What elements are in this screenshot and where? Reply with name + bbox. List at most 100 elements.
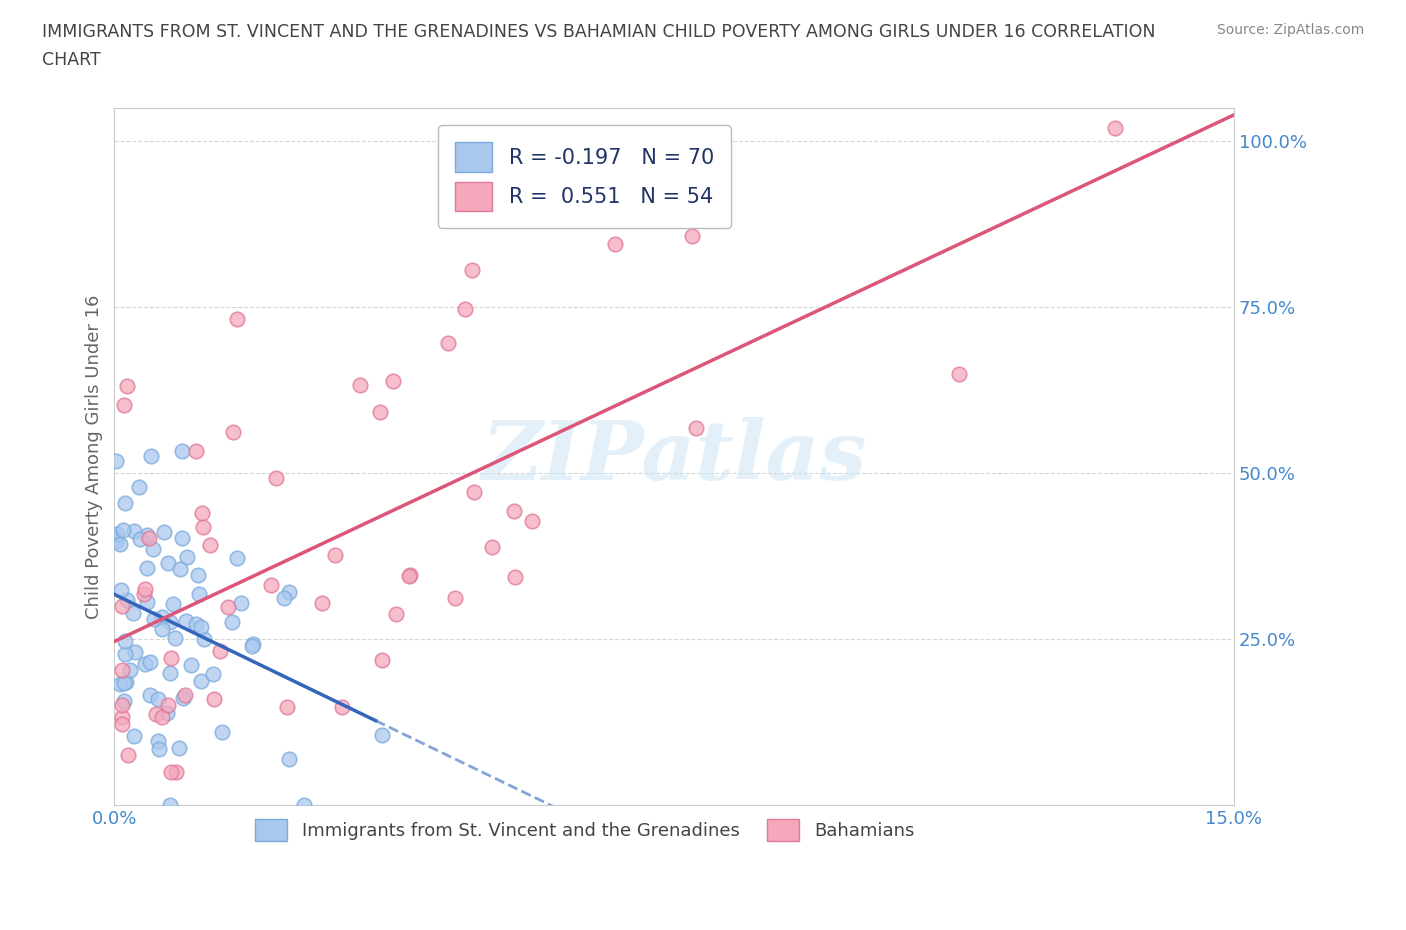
Point xyxy=(209,644,232,658)
Point xyxy=(159,666,181,681)
Legend: Immigrants from St. Vincent and the Grenadines, Bahamians: Immigrants from St. Vincent and the Gren… xyxy=(247,812,921,848)
Point xyxy=(152,525,174,539)
Point xyxy=(264,471,287,485)
Point xyxy=(114,633,136,648)
Point xyxy=(167,740,190,755)
Point xyxy=(202,691,225,706)
Point xyxy=(186,617,208,631)
Point xyxy=(111,598,134,613)
Point xyxy=(115,675,138,690)
Point xyxy=(136,527,159,542)
Point xyxy=(240,638,263,653)
Point xyxy=(381,373,404,388)
Point xyxy=(111,698,134,712)
Point xyxy=(173,687,195,702)
Point xyxy=(115,379,138,394)
Point xyxy=(371,652,394,667)
Point xyxy=(349,378,371,392)
Point xyxy=(187,567,209,582)
Point xyxy=(332,699,354,714)
Point xyxy=(603,237,626,252)
Point xyxy=(186,444,208,458)
Point xyxy=(180,658,202,672)
Point xyxy=(685,420,707,435)
Point xyxy=(165,764,187,779)
Point xyxy=(145,706,167,721)
Point xyxy=(111,716,134,731)
Point xyxy=(1104,121,1126,136)
Point xyxy=(159,614,181,629)
Point xyxy=(503,570,526,585)
Point xyxy=(138,655,160,670)
Point xyxy=(225,551,247,565)
Point xyxy=(138,530,160,545)
Point xyxy=(111,663,134,678)
Point xyxy=(112,675,135,690)
Point xyxy=(104,531,127,546)
Point xyxy=(398,568,420,583)
Point xyxy=(169,561,191,576)
Point xyxy=(150,710,173,724)
Point xyxy=(114,496,136,511)
Point xyxy=(157,555,180,570)
Point xyxy=(150,609,173,624)
Point xyxy=(160,764,183,779)
Point xyxy=(198,538,221,552)
Point xyxy=(273,591,295,605)
Point xyxy=(172,444,194,458)
Point xyxy=(242,636,264,651)
Point xyxy=(117,592,139,607)
Point xyxy=(276,700,298,715)
Point xyxy=(165,631,187,645)
Point xyxy=(118,662,141,677)
Point xyxy=(111,523,134,538)
Point xyxy=(187,587,209,602)
Point xyxy=(385,606,408,621)
Point xyxy=(162,596,184,611)
Point xyxy=(202,667,225,682)
Point xyxy=(148,734,170,749)
Text: ZIPatlas: ZIPatlas xyxy=(481,417,868,497)
Point xyxy=(444,591,467,605)
Point xyxy=(139,687,162,702)
Point xyxy=(463,485,485,500)
Point xyxy=(176,549,198,564)
Point xyxy=(142,541,165,556)
Point xyxy=(190,619,212,634)
Point xyxy=(136,561,159,576)
Point xyxy=(134,581,156,596)
Point xyxy=(105,526,128,541)
Point xyxy=(292,798,315,813)
Point xyxy=(122,605,145,620)
Point xyxy=(398,567,420,582)
Point xyxy=(176,614,198,629)
Point xyxy=(193,631,215,646)
Point xyxy=(122,729,145,744)
Point xyxy=(156,706,179,721)
Point xyxy=(681,228,703,243)
Point xyxy=(148,692,170,707)
Text: Source: ZipAtlas.com: Source: ZipAtlas.com xyxy=(1216,23,1364,37)
Point xyxy=(260,578,283,592)
Point xyxy=(112,694,135,709)
Point xyxy=(225,312,247,326)
Point xyxy=(217,600,239,615)
Point xyxy=(134,657,156,671)
Point xyxy=(191,520,214,535)
Point xyxy=(948,366,970,381)
Point xyxy=(157,698,180,712)
Point xyxy=(371,728,394,743)
Point xyxy=(190,673,212,688)
Point xyxy=(114,646,136,661)
Point xyxy=(190,506,212,521)
Point xyxy=(159,797,181,812)
Point xyxy=(221,615,243,630)
Point xyxy=(221,424,243,439)
Point xyxy=(128,479,150,494)
Point xyxy=(104,534,127,549)
Point xyxy=(108,537,131,551)
Point xyxy=(461,262,484,277)
Point xyxy=(148,742,170,757)
Point xyxy=(110,583,132,598)
Point xyxy=(117,748,139,763)
